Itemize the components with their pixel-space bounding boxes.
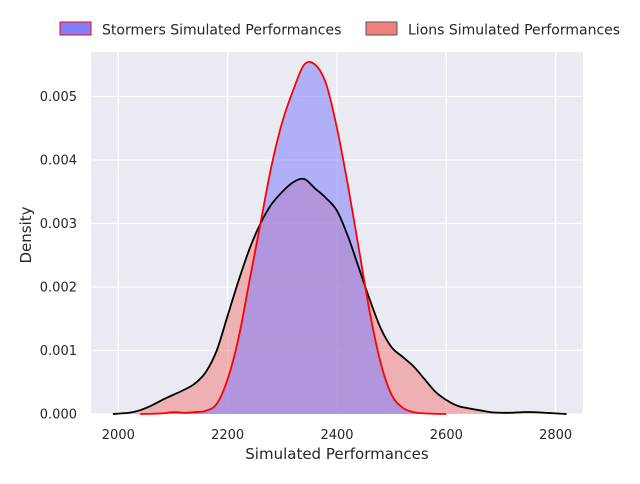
lions-density-line [112, 177, 567, 415]
y-tick-label: 0.000 [40, 408, 77, 423]
y-tick-label: 0.002 [40, 280, 77, 295]
x-tick-label: 2400 [320, 428, 353, 443]
y-tick-label: 0.003 [40, 217, 77, 232]
legend-label-lions: Lions Simulated Performances [408, 23, 620, 39]
x-tick-label: 2000 [102, 428, 135, 443]
x-tick-label: 2800 [539, 428, 572, 443]
y-tick-label: 0.005 [40, 90, 77, 105]
x-axis-label: Simulated Performances [245, 445, 429, 463]
stormers-density-fill [140, 61, 447, 414]
y-axis-label: Density [17, 206, 35, 263]
x-tick-label: 2200 [211, 428, 244, 443]
y-tick-label: 0.004 [40, 153, 77, 168]
legend-swatch-stormers [59, 21, 92, 36]
legend-label-stormers: Stormers Simulated Performances [102, 23, 341, 39]
legend-swatch-lions [365, 21, 398, 36]
stormers-density-line [140, 61, 447, 415]
y-axis-ticks: 0.000 0.001 0.002 0.003 0.004 0.005 [40, 90, 77, 423]
x-axis-ticks: 2000 2200 2400 2600 2800 [102, 428, 572, 443]
y-tick-label: 0.001 [40, 344, 77, 359]
density-areas [112, 61, 567, 415]
x-tick-label: 2600 [430, 428, 463, 443]
legend: Stormers Simulated Performances Lions Si… [59, 21, 620, 39]
